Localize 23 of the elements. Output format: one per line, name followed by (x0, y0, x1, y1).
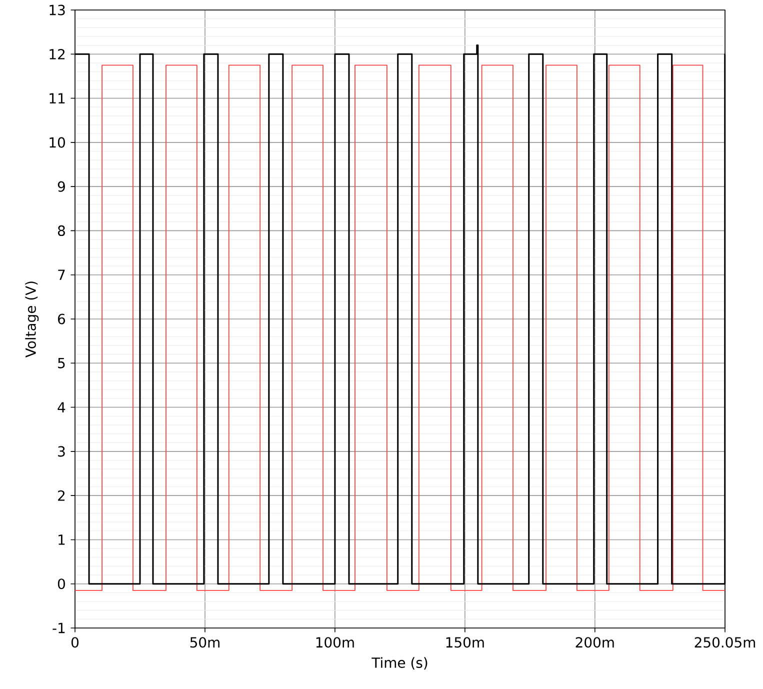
y-tick-label: 10 (50, 137, 65, 148)
y-tick-label: 0 (58, 578, 65, 590)
y-tick-label: 3 (58, 446, 65, 457)
y-tick-label: 9 (58, 181, 65, 192)
y-tick-label: 13 (50, 4, 65, 16)
y-tick-label: 5 (58, 358, 65, 368)
y-tick-label: -1 (52, 622, 65, 634)
x-tick-label: 0 (71, 637, 79, 648)
x-tick-label: 200m (576, 637, 614, 648)
y-tick-label: 8 (58, 225, 65, 236)
y-tick-label: 2 (58, 490, 65, 501)
y-tick-label: 6 (58, 314, 66, 324)
x-tick-label: 150m (446, 637, 484, 648)
x-tick-label: 50m (190, 637, 220, 648)
y-tick-label: 1 (58, 534, 65, 545)
x-tick-label: 250.05m (694, 637, 756, 648)
y-tick-label: 11 (50, 93, 65, 104)
x-tick-label: 100m (316, 637, 354, 648)
y-axis-title: Voltage (V) (25, 282, 39, 358)
y-tick-label: 4 (58, 402, 66, 412)
x-axis-title: Time (s) (372, 657, 428, 670)
y-tick-label: 12 (50, 48, 65, 60)
y-tick-label: 7 (58, 270, 65, 280)
